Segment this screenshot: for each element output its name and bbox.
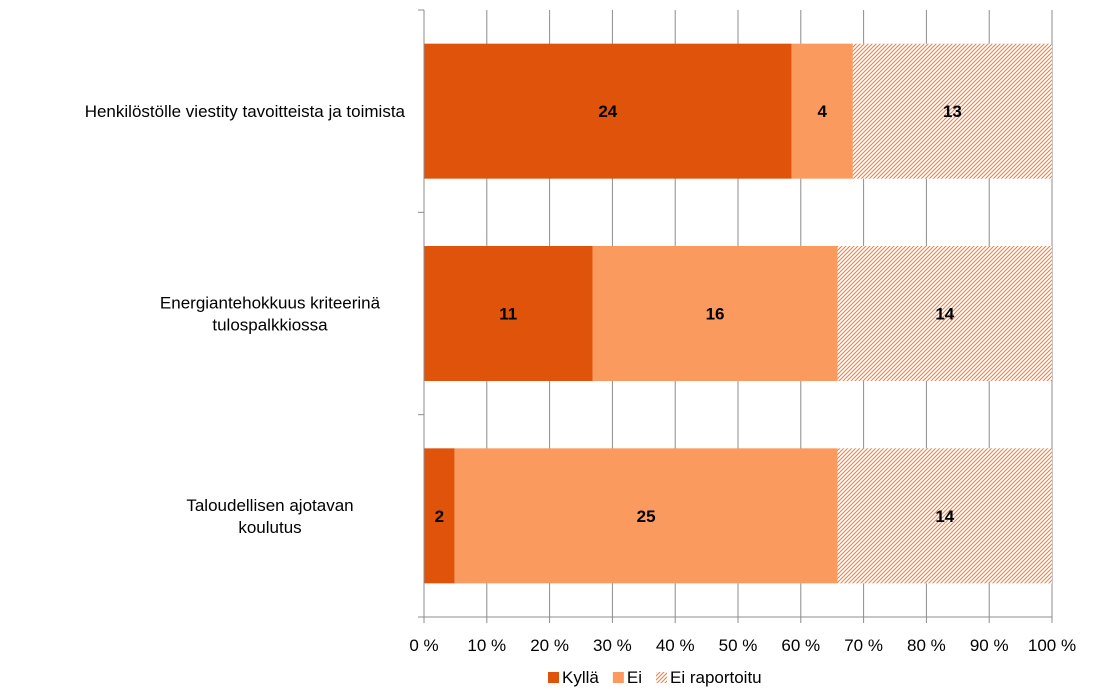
bar-segment xyxy=(424,246,593,381)
x-tick-label: 50 % xyxy=(719,636,758,655)
x-tick-label: 80 % xyxy=(907,636,946,655)
data-label: 4 xyxy=(818,102,828,121)
axes: 0 % 10 % 20 % 30 % 40 % 50 % 60 % 70 % 80 % 90 % 1… xyxy=(85,9,1076,655)
legend-swatch xyxy=(548,672,559,683)
bar-segment xyxy=(837,246,1052,381)
legend: Kyllä Ei Ei raportoitu xyxy=(548,668,762,687)
legend-label: Kyllä xyxy=(562,668,599,687)
legend-swatch xyxy=(612,672,624,683)
bar-segment xyxy=(424,448,455,584)
data-label: 14 xyxy=(935,507,954,526)
bars xyxy=(424,43,1052,584)
data-label: 25 xyxy=(637,507,656,526)
legend-label: Ei xyxy=(627,668,642,687)
labels: 24 4 13 11 16 14 2 25 14 xyxy=(435,102,962,526)
category-label: koulutus xyxy=(238,518,301,537)
data-label: 24 xyxy=(598,102,617,121)
category-label: Taloudellisen ajotavan xyxy=(186,496,353,515)
bar-segment xyxy=(592,246,838,381)
data-label: 16 xyxy=(706,305,725,324)
bar-segment xyxy=(791,43,853,179)
category-label: Energiantehokkuus kriteerinä xyxy=(160,294,381,313)
category-label: tulospalkkiossa xyxy=(212,316,328,335)
bar-segment xyxy=(837,448,1052,584)
data-label: 13 xyxy=(943,102,962,121)
data-label: 2 xyxy=(435,507,444,526)
x-tick-label: 100 % xyxy=(1028,636,1076,655)
data-label: 11 xyxy=(499,305,517,324)
x-tick-label: 40 % xyxy=(656,636,695,655)
x-tick-label: 60 % xyxy=(781,636,820,655)
x-tick-label: 0 % xyxy=(409,636,438,655)
bar-segment xyxy=(852,43,1052,179)
legend-swatch xyxy=(655,672,667,683)
x-tick-label: 20 % xyxy=(530,636,569,655)
data-label: 14 xyxy=(935,305,954,324)
x-tick-label: 10 % xyxy=(467,636,506,655)
x-tick-label: 30 % xyxy=(593,636,632,655)
legend-label: Ei raportoitu xyxy=(670,668,762,687)
x-tick-label: 70 % xyxy=(844,636,883,655)
bar-segment xyxy=(424,43,792,179)
category-label: Henkilöstölle viestity tavoitteista ja t… xyxy=(85,102,406,121)
x-tick-label: 90 % xyxy=(970,636,1009,655)
bar-segment xyxy=(454,448,838,584)
